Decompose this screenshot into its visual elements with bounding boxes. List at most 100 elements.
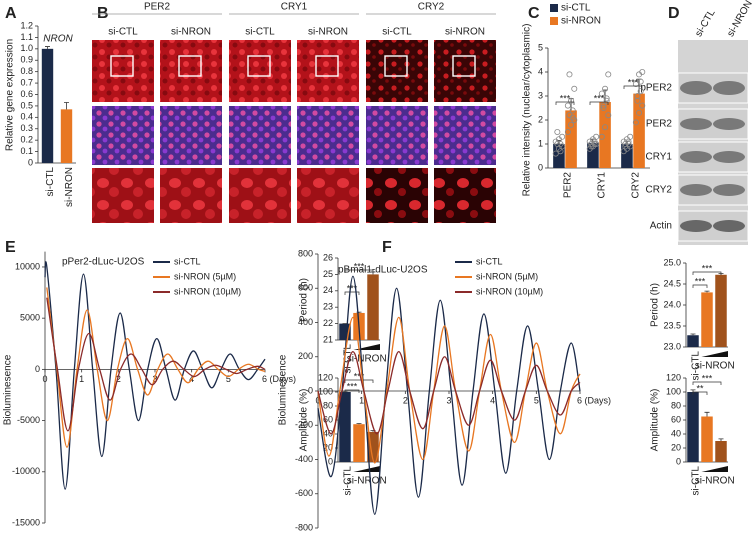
x-tick-label: CRY1 [597, 172, 608, 199]
blot-condition: si-NRON [725, 0, 755, 39]
condition-label: si-CTL [382, 27, 412, 38]
y-tick-label: 10000 [15, 261, 40, 271]
significance: *** [628, 77, 639, 87]
bar [553, 144, 565, 168]
chart-subtitle: pPer2-dLuc-U2OS [62, 257, 145, 268]
bar [41, 48, 54, 164]
bar [367, 274, 379, 340]
data-point [639, 102, 646, 109]
data-point [625, 138, 632, 145]
condition-label: si-NRON [445, 27, 485, 38]
y-tick-label: 100 [666, 386, 681, 396]
x-tick-label: si-CTL [45, 167, 56, 197]
x-tick-label: si-CTL [343, 466, 354, 496]
panel-label: A [5, 5, 17, 22]
bar [621, 144, 633, 168]
significance-bracket [692, 271, 722, 275]
micrograph [160, 106, 222, 165]
y-tick-label: -600 [295, 488, 313, 498]
error-bar [64, 102, 69, 110]
bar [353, 424, 365, 462]
y-tick-label: 0.7 [20, 77, 33, 87]
series-line [317, 350, 581, 435]
error-bar [704, 290, 710, 293]
y-tick-label: 600 [298, 283, 313, 293]
blot-band [713, 184, 745, 196]
y-axis-label: Bioluminesence [278, 354, 289, 425]
y-tick-label: 23.5 [663, 320, 681, 330]
blot-band [680, 220, 712, 232]
y-axis-label: Period (h) [650, 283, 661, 327]
y-tick-label: 0 [308, 385, 313, 395]
significance: *** [560, 93, 571, 103]
data-point [564, 128, 571, 135]
zoom-box [110, 55, 134, 77]
significance: *** [354, 371, 365, 381]
bar [701, 416, 713, 462]
y-tick-label: 0.5 [20, 100, 33, 110]
bar [339, 392, 351, 462]
bar [60, 109, 73, 163]
panel-label: D [668, 5, 680, 22]
y-tick-label: 40 [323, 428, 333, 438]
significance: *** [354, 261, 365, 271]
significance-bracket [344, 389, 360, 393]
blot-band [680, 118, 712, 130]
micrograph [434, 40, 496, 102]
y-tick-label: -800 [295, 522, 313, 532]
y-axis-label: Amplitude (%) [299, 389, 310, 452]
panel-label: C [528, 5, 540, 22]
panel-label: E [5, 239, 16, 256]
legend-label: si-NRON (10µM) [476, 286, 543, 296]
data-point [637, 88, 644, 95]
data-point [603, 97, 610, 104]
data-point [637, 78, 644, 85]
bar [367, 431, 379, 462]
significance: *** [702, 263, 713, 273]
significance-bracket [692, 381, 722, 385]
micrograph [297, 168, 359, 223]
y-tick-label: 5000 [20, 313, 40, 323]
x-tick-label: 5 [534, 395, 539, 405]
x-tick-label: si-CTL [691, 466, 702, 496]
error-bar [356, 423, 362, 425]
legend-label: si-NRON [561, 16, 601, 27]
blot-band [713, 118, 745, 130]
y-tick-label: 25 [323, 269, 333, 279]
bar [565, 110, 577, 168]
data-point [600, 102, 607, 109]
micrograph [434, 106, 496, 165]
zoom-box [384, 55, 408, 77]
y-tick-label: -5000 [17, 415, 40, 425]
protein-label: CRY2 [418, 2, 445, 13]
significance: *** [702, 373, 713, 383]
micrograph [92, 106, 154, 165]
y-tick-label: 25.0 [663, 257, 681, 267]
zoom-box [452, 55, 476, 77]
significance-bracket [589, 101, 609, 105]
micrograph [366, 40, 428, 102]
data-point [571, 85, 578, 92]
y-tick-label: 400 [298, 317, 313, 327]
y-tick-label: 21 [323, 334, 333, 344]
micrograph [229, 106, 291, 165]
data-point [591, 140, 598, 147]
significance-bracket [623, 85, 643, 89]
y-axis-label: Bioluminesence [3, 354, 14, 425]
x-tick-label: 1 [359, 395, 364, 405]
data-point [598, 133, 605, 140]
series-line [317, 316, 581, 464]
y-axis-label: Period (h) [299, 278, 310, 322]
y-tick-label: 0 [328, 456, 333, 466]
significance-bracket [692, 284, 708, 288]
y-tick-label: 0.8 [20, 66, 33, 76]
significance-bracket [692, 391, 708, 395]
significance: *** [695, 276, 706, 286]
y-tick-label: 24.5 [663, 278, 681, 288]
zoom-box [247, 55, 271, 77]
chart-title: NRON [43, 34, 73, 45]
micrograph [229, 168, 291, 223]
data-point [559, 133, 566, 140]
data-point [569, 114, 576, 121]
y-tick-label: 20 [323, 442, 333, 452]
